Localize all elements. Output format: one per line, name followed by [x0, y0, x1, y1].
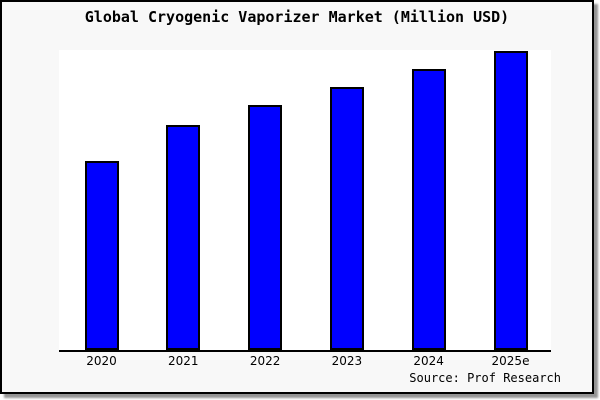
- bar-2025e: [493, 51, 528, 350]
- bar-2024: [411, 69, 446, 350]
- bar-2021: [166, 125, 201, 350]
- x-tick-label-2021: 2021: [168, 354, 199, 368]
- bar-2022: [248, 105, 283, 350]
- x-tick-label-2020: 2020: [86, 354, 117, 368]
- plot-area: 2020 2021 2022 2023 2024 2025e: [59, 50, 551, 368]
- chart-title: Global Cryogenic Vaporizer Market (Milli…: [84, 8, 510, 26]
- x-tick-label-2024: 2024: [413, 354, 444, 368]
- source-caption: Source: Prof Research: [409, 371, 561, 385]
- x-tick-label-2025e: 2025e: [491, 354, 530, 368]
- bar-2023: [329, 87, 364, 350]
- bar-2020: [84, 161, 119, 350]
- x-tick-label-2022: 2022: [249, 354, 281, 368]
- x-tick-label-2023: 2023: [331, 354, 363, 368]
- chart-panel: Global Cryogenic Vaporizer Market (Milli…: [0, 0, 594, 394]
